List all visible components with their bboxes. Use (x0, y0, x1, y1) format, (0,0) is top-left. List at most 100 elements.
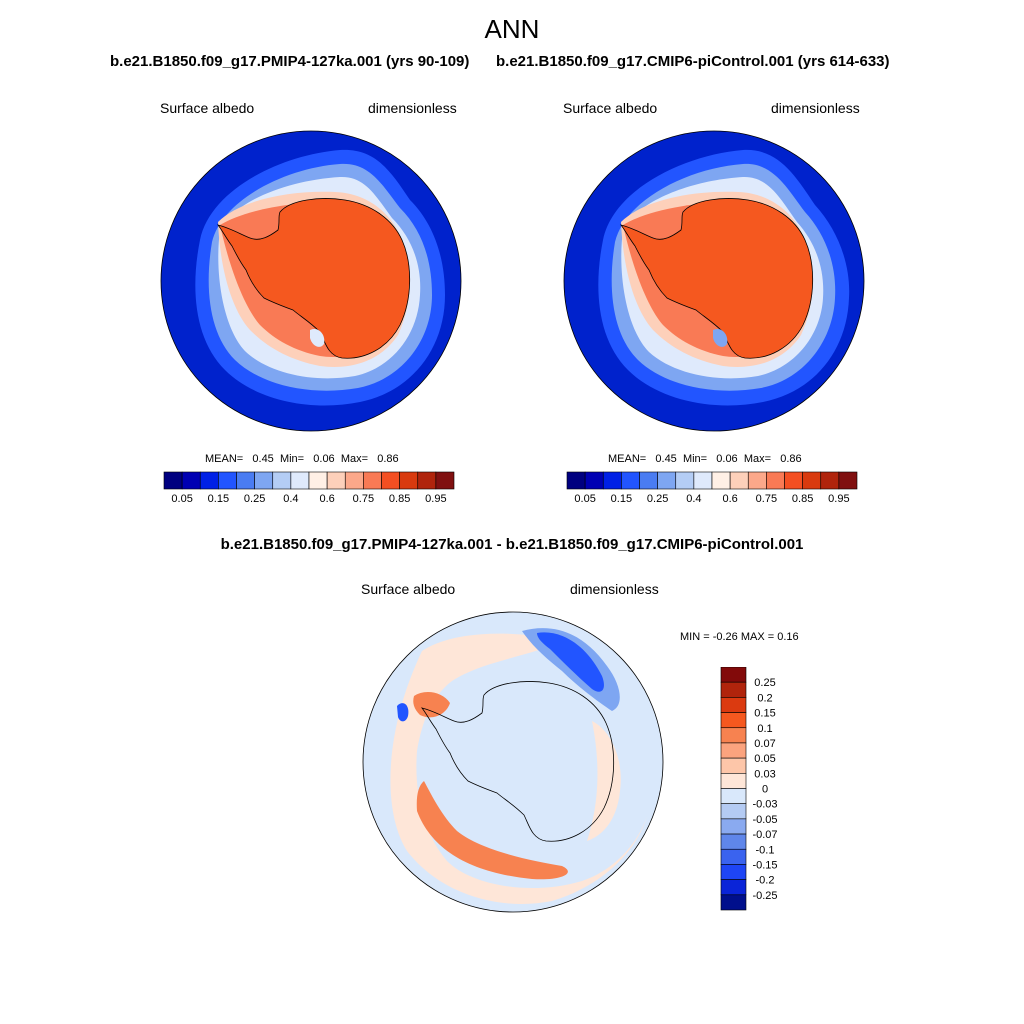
colorbar-swatch (720, 681, 747, 698)
panel-1-units-label: dimensionless (368, 100, 457, 116)
colorbar-swatch (720, 879, 747, 896)
positive-anomaly-region (587, 721, 621, 841)
colorbar-swatch (720, 697, 747, 713)
colorbar-swatch (720, 894, 747, 911)
colorbar-swatch (326, 471, 346, 490)
colorbar-tick-label: 0.4 (283, 493, 298, 505)
colorbar-swatch (720, 727, 747, 744)
colorbar-tick-label: -0.2 (756, 875, 775, 887)
colorbar-tick-label: -0.03 (752, 799, 777, 811)
colorbar-swatch (163, 471, 183, 490)
colorbar-tick-label: 0.1 (757, 723, 772, 735)
colorbar-panel-1: 0.05 0.15 0.25 0.4 0.6 0.75 0.85 0.95 (163, 471, 455, 505)
panel-2-variable-label: Surface albedo (563, 100, 658, 116)
colorbar-tick-label: -0.07 (752, 829, 777, 841)
colorbar-swatch (729, 471, 749, 490)
colorbar-swatch (802, 471, 822, 490)
colorbar-tick-label: 0.6 (722, 493, 737, 505)
colorbar-tick-label: 0.95 (425, 493, 446, 505)
colorbar-tick-label: 0 (762, 784, 768, 796)
colorbar-tick-label: 0.95 (828, 493, 849, 505)
strong-negative-anomaly (537, 632, 604, 692)
colorbar-swatch (720, 712, 747, 729)
colorbar-swatch (838, 471, 858, 490)
colorbar-swatch (381, 471, 400, 490)
colorbar-swatch (181, 471, 201, 490)
panel-2-stats: MEAN= 0.45 Min= 0.06 Max= 0.86 (608, 453, 802, 465)
colorbar-tick-label: 0.07 (754, 738, 775, 750)
colorbar-swatch (720, 833, 747, 850)
colorbar-tick-label: 0.85 (389, 493, 410, 505)
colorbar-tick-label: 0.4 (686, 493, 701, 505)
colorbar-swatch (720, 818, 747, 835)
colorbar-swatch (308, 471, 328, 490)
colorbar-tick-label: 0.05 (171, 493, 192, 505)
colorbar-swatch (435, 471, 455, 490)
coastline (420, 681, 615, 842)
panel-1-stats: MEAN= 0.45 Min= 0.06 Max= 0.86 (205, 453, 399, 465)
colorbar-swatch (602, 471, 622, 490)
colorbar-swatch (236, 471, 255, 490)
colorbar-swatch (363, 471, 382, 490)
colorbar-tick-label: 0.25 (244, 493, 265, 505)
colorbar-swatch (272, 471, 292, 490)
colorbar-swatch (720, 788, 747, 804)
colorbar-tick-label: 0.6 (319, 493, 334, 505)
panel-2-units-label: dimensionless (771, 100, 860, 116)
difference-title: b.e21.B1850.f09_g17.PMIP4-127ka.001 - b.… (220, 536, 804, 553)
colorbar-tick-label: -0.05 (752, 814, 777, 826)
colorbar-panel-2: 0.05 0.15 0.25 0.4 0.6 0.75 0.85 0.95 (566, 471, 858, 505)
colorbar-swatch (720, 803, 747, 820)
strong-positive-anomaly (416, 781, 568, 880)
colorbar-swatch (784, 471, 803, 490)
colorbar-swatch (657, 471, 677, 490)
colorbar-swatch (417, 471, 437, 490)
colorbar-swatch (344, 471, 364, 490)
colorbar-tick-label: 0.75 (353, 493, 374, 505)
difference-variable-label: Surface albedo (361, 581, 456, 597)
colorbar-swatch (720, 864, 747, 880)
colorbar-swatch (820, 471, 840, 490)
panel-1-variable-label: Surface albedo (160, 100, 255, 116)
colorbar-tick-label: 0.25 (754, 677, 775, 689)
colorbar-tick-label: 0.15 (611, 493, 632, 505)
colorbar-swatch (720, 773, 747, 789)
colorbar-swatch (621, 471, 640, 490)
colorbar-swatch (720, 667, 747, 683)
strong-positive-anomaly (413, 691, 450, 718)
coastline (216, 198, 411, 359)
difference-minmax: MIN = -0.26 MAX = 0.16 (680, 631, 799, 643)
colorbar-swatch (720, 757, 747, 774)
colorbar-tick-label: 0.15 (208, 493, 229, 505)
colorbar-tick-label: 0.15 (754, 708, 775, 720)
figure-title: ANN (484, 14, 540, 44)
ross-sea-polynya (713, 328, 728, 347)
colorbar-tick-label: 0.2 (757, 692, 772, 704)
colorbar-tick-label: 0.03 (754, 768, 775, 780)
difference-units-label: dimensionless (570, 581, 659, 597)
colorbar-swatch (711, 471, 731, 490)
colorbar-swatch (639, 471, 658, 490)
map-panel-1 (160, 130, 462, 432)
colorbar-tick-label: 0.05 (574, 493, 595, 505)
colorbar-tick-label: 0.75 (756, 493, 777, 505)
map-panel-2 (563, 130, 865, 432)
colorbar-swatch (290, 471, 310, 490)
colorbar-swatch (693, 471, 713, 490)
colorbar-swatch (218, 471, 237, 490)
ross-sea-polynya (310, 328, 325, 347)
colorbar-swatch (747, 471, 767, 490)
colorbar-tick-label: 0.85 (792, 493, 813, 505)
colorbar-swatch (566, 471, 586, 490)
coastline (619, 198, 814, 359)
antarctica-landmass (621, 198, 813, 359)
antarctica-landmass (218, 198, 410, 359)
panel-2-title: b.e21.B1850.f09_g17.CMIP6-piControl.001 … (496, 53, 890, 70)
colorbar-tick-label: 0.25 (647, 493, 668, 505)
colorbar-tick-label: -0.1 (756, 844, 775, 856)
colorbar-swatch (720, 742, 747, 759)
colorbar-tick-label: 0.05 (754, 753, 775, 765)
colorbar-tick-label: -0.25 (752, 890, 777, 902)
colorbar-swatch (675, 471, 695, 490)
strong-negative-anomaly (397, 703, 409, 722)
